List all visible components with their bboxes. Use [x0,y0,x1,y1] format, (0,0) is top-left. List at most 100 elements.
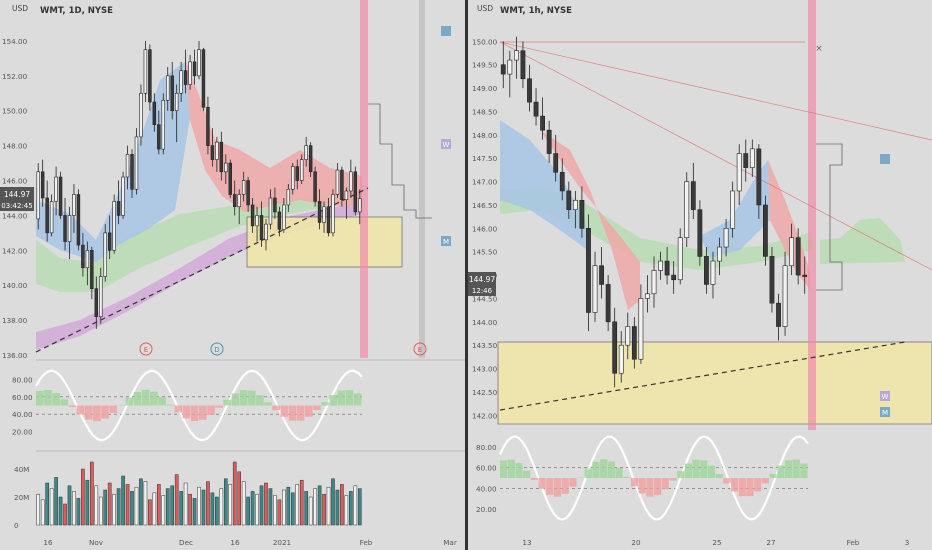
right-candle[interactable] [730,190,736,229]
left-volume-bar[interactable] [228,484,233,526]
left-volume-bar[interactable] [45,482,49,526]
left-volume-bar[interactable] [326,486,331,526]
left-candle[interactable] [210,145,215,160]
left-candle[interactable] [45,197,49,234]
left-candle[interactable] [322,206,326,223]
right-candles[interactable] [500,36,808,388]
left-volume-bar[interactable] [36,493,41,526]
right-candle[interactable] [776,302,781,327]
left-volume-bar[interactable] [112,493,116,526]
left-candle[interactable] [250,204,255,227]
right-candle[interactable] [625,326,631,346]
left-volume-bar[interactable] [313,488,317,526]
right-oscillator[interactable]: 80.00 60.00 40.00 20.00 [476,435,809,521]
left-candles[interactable] [36,40,362,329]
left-candle[interactable] [353,171,358,213]
left-candle[interactable] [76,194,81,246]
left-candle[interactable] [358,198,362,213]
left-candle[interactable] [148,49,152,103]
left-volume-bar[interactable] [286,486,291,526]
left-volume-bar[interactable] [94,485,99,526]
left-candle[interactable] [103,232,107,277]
left-candle[interactable] [36,171,40,220]
left-volume-bar[interactable] [40,499,45,526]
left-candle[interactable] [81,244,85,269]
left-candle[interactable] [49,201,54,234]
right-candle[interactable] [559,171,565,192]
right-candle[interactable] [684,181,690,238]
left-candle[interactable] [67,215,72,242]
right-candle[interactable] [631,326,637,360]
left-volume-bar[interactable] [81,468,85,526]
left-candle[interactable] [349,171,353,192]
left-candle[interactable] [264,223,268,241]
left-volume-bar[interactable] [183,482,188,526]
left-candle[interactable] [161,99,166,150]
left-volume-bar[interactable] [192,498,197,526]
left-volume-bar[interactable] [67,485,72,526]
pane-divider[interactable] [465,0,468,550]
left-candle[interactable] [174,92,179,112]
right-candle[interactable] [697,209,703,257]
left-candle[interactable] [246,180,250,206]
left-price-axis[interactable]: 136.00 138.00 140.00 142.00 144.00 146.00 148.… [2,37,28,360]
left-volume-bar[interactable] [201,489,206,526]
left-candle[interactable] [308,145,313,173]
left-candle[interactable] [58,176,63,216]
left-candle[interactable] [130,154,134,190]
left-candle[interactable] [197,49,201,77]
left-volume-bar[interactable] [85,479,90,526]
right-candle[interactable] [658,260,663,271]
left-candle[interactable] [241,180,246,195]
left-volume-bar[interactable] [152,492,157,526]
right-candle[interactable] [795,237,801,276]
left-volume-bar[interactable] [273,495,277,526]
right-candle[interactable] [645,293,650,299]
left-candle[interactable] [335,169,340,195]
left-volume-bar[interactable] [107,482,112,526]
left-candle[interactable] [121,176,125,216]
left-volume-bar[interactable] [340,484,344,526]
left-volume-bar[interactable] [295,484,300,526]
left-volume-bar[interactable] [277,499,282,526]
left-volume-bar[interactable] [148,499,152,526]
right-close-icon[interactable]: × [815,44,823,54]
left-volume-bar[interactable] [139,478,143,526]
left-candle[interactable] [228,162,232,195]
left-volume[interactable]: 40M 20M 0 [14,461,362,530]
left-volume-bar[interactable] [223,478,228,526]
left-candle[interactable] [259,215,264,241]
left-volume-bar[interactable] [322,493,326,526]
left-volume-bar[interactable] [188,493,192,526]
left-candle[interactable] [54,176,58,202]
left-volume-bar[interactable] [264,482,268,526]
left-candle[interactable] [317,201,322,223]
left-event-marker-1[interactable]: E [139,342,153,356]
right-candle[interactable] [690,181,696,210]
left-volume-bar[interactable] [357,488,362,526]
right-candle[interactable] [612,321,618,374]
right-candle[interactable] [566,190,572,210]
left-volume-bar[interactable] [290,492,295,526]
left-volume-bar[interactable] [268,488,273,526]
left-candle[interactable] [291,166,295,190]
left-candle[interactable] [107,232,112,251]
right-candle[interactable] [513,50,519,61]
left-volume-bar[interactable] [165,488,170,526]
right-candle[interactable] [592,265,598,313]
left-candle[interactable] [63,215,67,242]
left-volume-bar[interactable] [232,461,237,526]
left-volume-bar[interactable] [58,496,63,526]
left-candle[interactable] [344,190,349,201]
left-volume-bar[interactable] [317,485,322,526]
left-candle[interactable] [340,169,344,201]
right-candle[interactable] [769,256,775,304]
left-candle[interactable] [313,171,317,202]
left-volume-bar[interactable] [161,495,166,526]
left-volume-bar[interactable] [76,498,81,526]
left-oscillator[interactable]: 80.00 60.00 40.00 20.00 [12,369,363,442]
left-candle[interactable] [90,250,94,289]
left-volume-bar[interactable] [304,491,308,526]
left-candle[interactable] [268,197,273,225]
left-volume-bar[interactable] [282,489,286,526]
